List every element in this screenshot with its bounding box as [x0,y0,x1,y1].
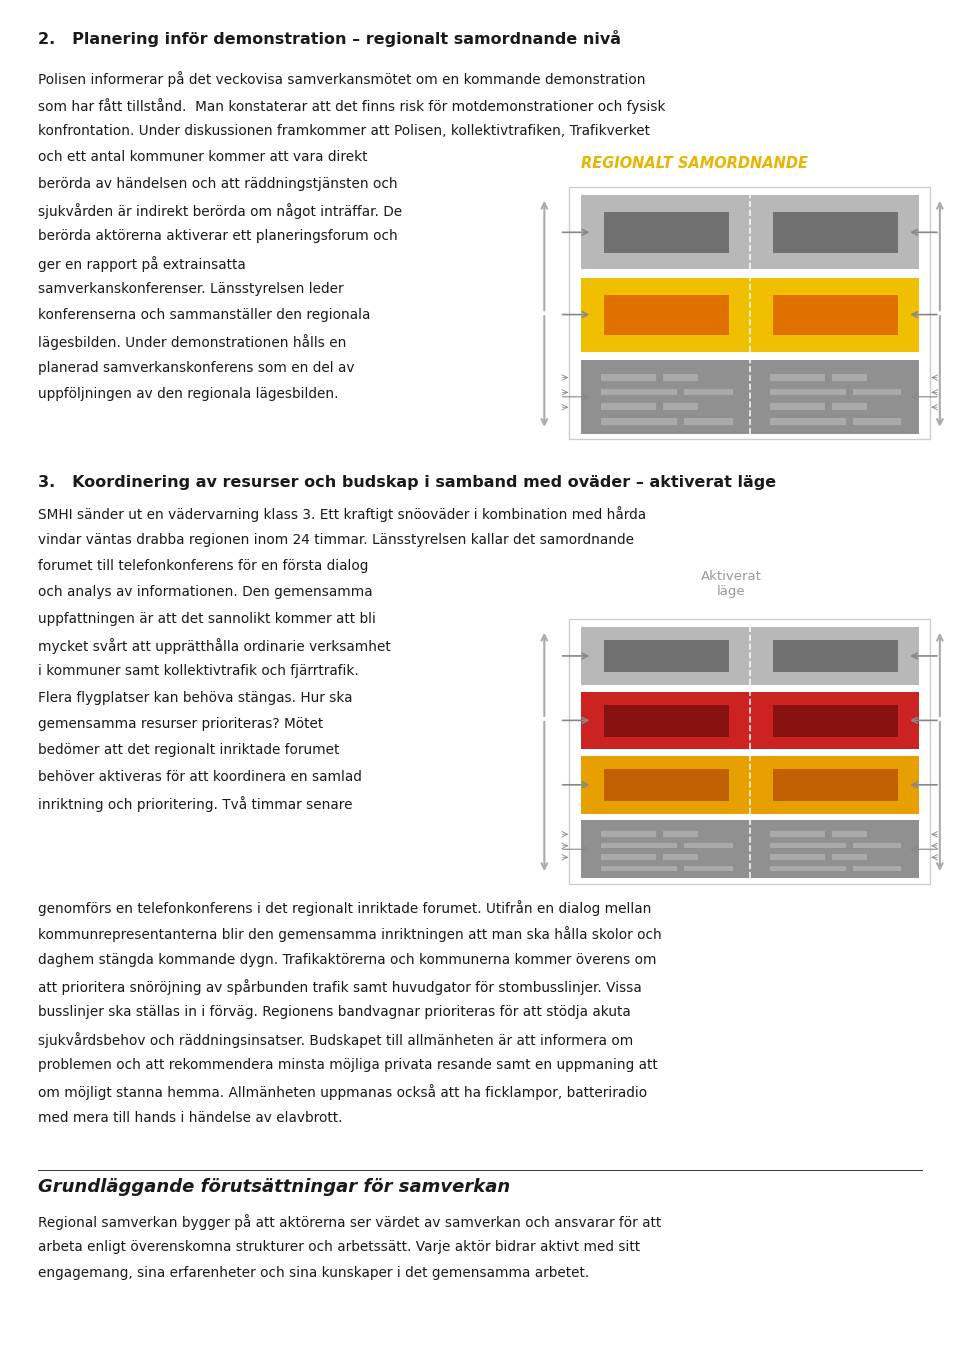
Bar [831,831,867,836]
Bar [581,691,919,749]
Text: daghem stängda kommande dygn. Trafikaktörerna och kommunerna kommer överens om: daghem stängda kommande dygn. Trafikaktö… [38,953,657,967]
Text: engagemang, sina erfarenheter och sina kunskaper i det gemensamma arbetet.: engagemang, sina erfarenheter och sina k… [38,1267,589,1281]
Bar [774,213,899,254]
Bar [605,213,730,254]
Bar [662,831,698,836]
Bar [581,359,919,433]
Text: kommunrepresentanterna blir den gemensamma inriktningen att man ska hålla skolor: kommunrepresentanterna blir den gemensam… [38,927,662,942]
Text: konferenserna och sammanställer den regionala: konferenserna och sammanställer den regi… [38,308,371,322]
Text: lägesbilden. Under demonstrationen hålls en: lägesbilden. Under demonstrationen hålls… [38,335,347,351]
Bar [662,374,698,381]
Text: planerad samverkanskonferens som en del av: planerad samverkanskonferens som en del … [38,361,355,374]
Text: sjukvårdsbehov och räddningsinsatser. Budskapet till allmänheten är att informer: sjukvårdsbehov och räddningsinsatser. Bu… [38,1031,634,1047]
Bar [662,403,698,410]
Text: bedömer att det regionalt inriktade forumet: bedömer att det regionalt inriktade foru… [38,743,340,757]
Text: uppföljningen av den regionala lägesbilden.: uppföljningen av den regionala lägesbild… [38,387,339,402]
Text: i kommuner samt kollektivtrafik och fjärrtrafik.: i kommuner samt kollektivtrafik och fjär… [38,665,359,679]
Bar [601,866,677,871]
Bar [770,403,825,410]
Bar [605,705,730,736]
Text: berörda aktörerna aktiverar ett planeringsforum och: berörda aktörerna aktiverar ett planerin… [38,229,398,243]
Bar [581,820,919,877]
Text: arbeta enligt överenskomna strukturer och arbetssätt. Varje aktör bidrar aktivt : arbeta enligt överenskomna strukturer oc… [38,1239,640,1254]
Text: vindar väntas drabba regionen inom 24 timmar. Länsstyrelsen kallar det samordnan: vindar väntas drabba regionen inom 24 ti… [38,533,635,547]
Bar [601,831,656,836]
Bar [662,854,698,860]
Bar [601,403,656,410]
Text: konfrontation. Under diskussionen framkommer att Polisen, kollektivtrafiken, Tra: konfrontation. Under diskussionen framko… [38,123,651,138]
Text: genomförs en telefonkonferens i det regionalt inriktade forumet. Utifrån en dial: genomförs en telefonkonferens i det regi… [38,899,652,916]
Bar [770,854,825,860]
Text: behöver aktiveras för att koordinera en samlad: behöver aktiveras för att koordinera en … [38,769,362,784]
Text: och analys av informationen. Den gemensamma: och analys av informationen. Den gemensa… [38,585,373,599]
Bar [852,866,901,871]
Text: REGIONALT SAMORDNANDE: REGIONALT SAMORDNANDE [581,155,807,170]
Bar [774,640,899,672]
Bar [852,418,901,425]
Bar [684,866,732,871]
Bar [581,627,919,684]
Text: om möjligt stanna hemma. Allmänheten uppmanas också att ha ficklampor, batterira: om möjligt stanna hemma. Allmänheten upp… [38,1084,648,1100]
Bar [605,640,730,672]
Bar [774,295,899,336]
Text: mycket svårt att upprätthålla ordinarie verksamhet: mycket svårt att upprätthålla ordinarie … [38,638,391,654]
Bar [581,277,919,351]
Text: och ett antal kommuner kommer att vara direkt: och ett antal kommuner kommer att vara d… [38,151,368,165]
Bar [852,389,901,395]
Bar [831,854,867,860]
Text: sjukvården är indirekt berörda om något inträffar. De: sjukvården är indirekt berörda om något … [38,203,402,219]
Bar [774,705,899,736]
Bar [684,389,732,395]
Bar [831,403,867,410]
Text: problemen och att rekommendera minsta möjliga privata resande samt en uppmaning : problemen och att rekommendera minsta mö… [38,1058,659,1072]
Text: 2.   Planering inför demonstration – regionalt samordnande nivå: 2. Planering inför demonstration – regio… [38,30,621,47]
Bar [581,195,919,269]
Text: med mera till hands i händelse av elavbrott.: med mera till hands i händelse av elavbr… [38,1111,343,1124]
Bar [605,295,730,336]
Text: som har fått tillstånd.  Man konstaterar att det finns risk för motdemonstration: som har fått tillstånd. Man konstaterar … [38,97,666,114]
Bar [605,769,730,801]
Text: att prioritera snöröjning av spårbunden trafik samt huvudgator för stombusslinje: att prioritera snöröjning av spårbunden … [38,979,642,995]
Text: inriktning och prioritering. Två timmar senare: inriktning och prioritering. Två timmar … [38,797,353,812]
Text: Aktiverat
läge: Aktiverat läge [701,569,762,598]
Bar [852,843,901,849]
Bar [684,418,732,425]
Text: Flera flygplatser kan behöva stängas. Hur ska: Flera flygplatser kan behöva stängas. Hu… [38,691,353,705]
Bar [601,843,677,849]
Text: ger en rapport på extrainsatta: ger en rapport på extrainsatta [38,255,246,271]
Text: Grundläggande förutsättningar för samverkan: Grundläggande förutsättningar för samver… [38,1178,511,1196]
Bar [581,755,919,813]
Bar [684,843,732,849]
Text: forumet till telefonkonferens för en första dialog: forumet till telefonkonferens för en för… [38,559,369,573]
Bar [601,389,677,395]
Text: SMHI sänder ut en vädervarning klass 3. Ett kraftigt snöoväder i kombination med: SMHI sänder ut en vädervarning klass 3. … [38,506,646,522]
Bar [770,843,846,849]
Text: samverkanskonferenser. Länsstyrelsen leder: samverkanskonferenser. Länsstyrelsen led… [38,282,344,296]
Text: Regional samverkan bygger på att aktörerna ser värdet av samverkan och ansvarar : Regional samverkan bygger på att aktörer… [38,1213,661,1230]
Text: Polisen informerar på det veckovisa samverkansmötet om en kommande demonstration: Polisen informerar på det veckovisa samv… [38,71,646,88]
Bar [770,418,846,425]
Bar [774,769,899,801]
Text: berörda av händelsen och att räddningstjänsten och: berörda av händelsen och att räddningstj… [38,177,398,191]
Bar [601,374,656,381]
Bar [601,854,656,860]
Text: gemensamma resurser prioriteras? Mötet: gemensamma resurser prioriteras? Mötet [38,717,324,731]
Text: uppfattningen är att det sannolikt kommer att bli: uppfattningen är att det sannolikt komme… [38,611,376,625]
Bar [770,374,825,381]
Bar [770,831,825,836]
Bar [601,418,677,425]
Bar [770,866,846,871]
Text: busslinjer ska ställas in i förväg. Regionens bandvagnar prioriteras för att stö: busslinjer ska ställas in i förväg. Regi… [38,1005,631,1019]
Bar [770,389,846,395]
Text: 3.   Koordinering av resurser och budskap i samband med oväder – aktiverat läge: 3. Koordinering av resurser och budskap … [38,474,777,489]
Bar [831,374,867,381]
